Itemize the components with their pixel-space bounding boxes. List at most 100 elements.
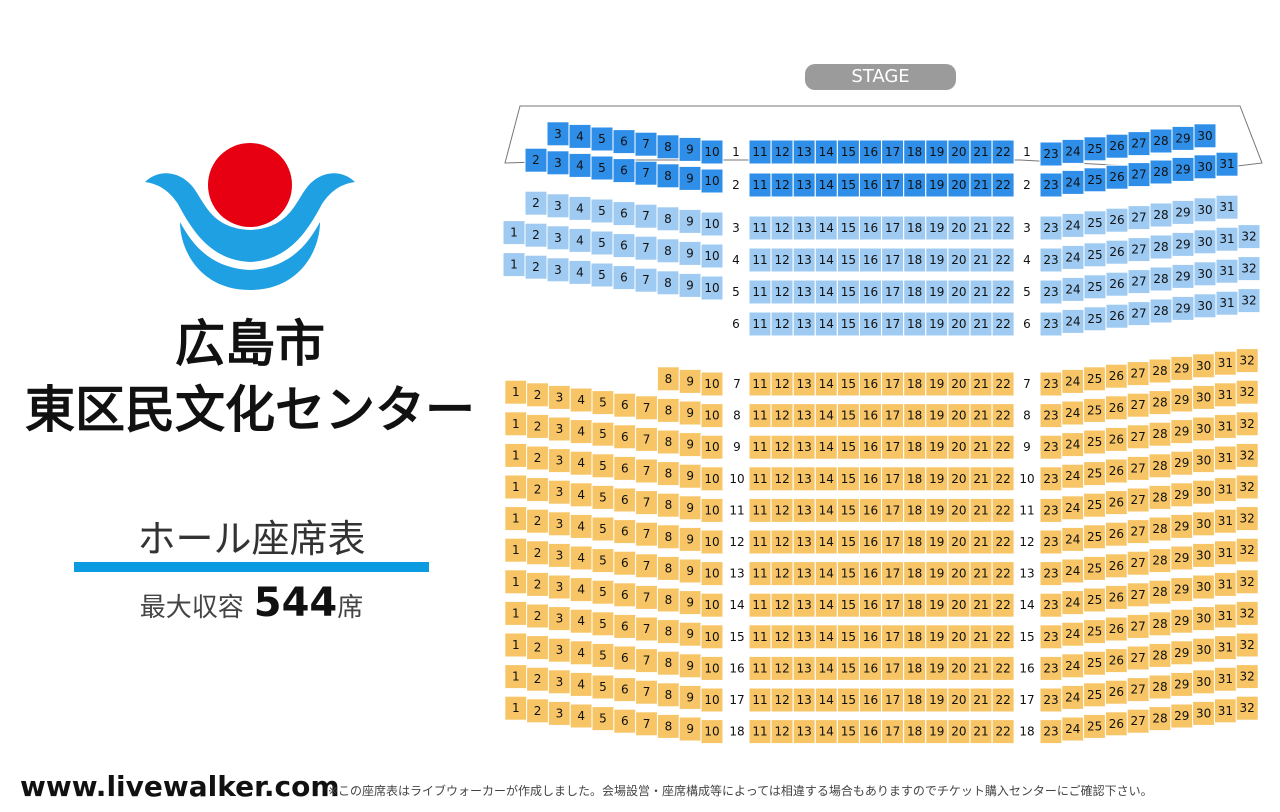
seat-9-27[interactable]: 27 <box>1126 424 1150 450</box>
seat-15-20[interactable]: 20 <box>947 624 971 650</box>
seat-15-8[interactable]: 8 <box>656 619 680 645</box>
seat-18-17[interactable]: 17 <box>881 719 905 745</box>
seat-14-23[interactable]: 23 <box>1039 592 1063 618</box>
seat-10-4[interactable]: 4 <box>569 450 593 476</box>
seat-13-10[interactable]: 10 <box>700 561 724 587</box>
seat-11-31[interactable]: 31 <box>1213 477 1237 503</box>
seat-7-26[interactable]: 26 <box>1104 363 1128 389</box>
seat-3-25[interactable]: 25 <box>1083 210 1107 236</box>
seat-15-31[interactable]: 31 <box>1213 603 1237 629</box>
seat-14-24[interactable]: 24 <box>1061 590 1085 616</box>
seat-2-9[interactable]: 9 <box>678 165 702 191</box>
seat-2-30[interactable]: 30 <box>1193 154 1217 180</box>
seat-18-26[interactable]: 26 <box>1104 711 1128 737</box>
seat-1-20[interactable]: 20 <box>947 139 971 165</box>
seat-10-2[interactable]: 2 <box>526 445 550 471</box>
seat-6-18[interactable]: 18 <box>903 311 927 337</box>
seat-2-16[interactable]: 16 <box>859 172 882 198</box>
seat-18-7[interactable]: 7 <box>635 711 659 737</box>
seat-14-4[interactable]: 4 <box>569 577 593 603</box>
seat-2-18[interactable]: 18 <box>903 172 927 198</box>
seat-17-10[interactable]: 10 <box>700 687 724 713</box>
seat-9-15[interactable]: 15 <box>836 434 860 460</box>
seat-17-4[interactable]: 4 <box>569 671 593 697</box>
seat-1-17[interactable]: 17 <box>881 139 905 165</box>
seat-11-19[interactable]: 19 <box>925 497 949 523</box>
seat-13-26[interactable]: 26 <box>1104 553 1128 579</box>
seat-13-3[interactable]: 3 <box>547 542 571 568</box>
seat-8-5[interactable]: 5 <box>591 390 615 416</box>
seat-10-27[interactable]: 27 <box>1126 455 1150 481</box>
seat-6-12[interactable]: 12 <box>770 311 794 337</box>
seat-18-25[interactable]: 25 <box>1083 713 1107 739</box>
seat-16-4[interactable]: 4 <box>569 640 593 666</box>
seat-12-10[interactable]: 10 <box>700 529 724 555</box>
seat-3-24[interactable]: 24 <box>1061 212 1085 238</box>
seat-1-21[interactable]: 21 <box>969 139 993 165</box>
seat-15-19[interactable]: 19 <box>925 624 949 650</box>
seat-1-14[interactable]: 14 <box>814 139 838 165</box>
seat-15-5[interactable]: 5 <box>591 611 615 637</box>
seat-14-13[interactable]: 13 <box>792 592 816 618</box>
seat-8-1[interactable]: 1 <box>504 379 528 405</box>
seat-17-30[interactable]: 30 <box>1192 669 1216 695</box>
seat-17-32[interactable]: 32 <box>1235 664 1259 690</box>
seat-7-10[interactable]: 10 <box>700 371 724 397</box>
seat-8-22[interactable]: 22 <box>991 403 1015 429</box>
seat-14-30[interactable]: 30 <box>1192 574 1216 600</box>
seat-7-15[interactable]: 15 <box>836 371 860 397</box>
seat-15-22[interactable]: 22 <box>991 624 1015 650</box>
seat-4-4[interactable]: 4 <box>568 227 592 253</box>
seat-7-11[interactable]: 11 <box>748 371 772 397</box>
website-link[interactable]: www.livewalker.com <box>20 770 340 803</box>
seat-11-18[interactable]: 18 <box>903 497 927 523</box>
seat-12-16[interactable]: 16 <box>859 529 882 555</box>
seat-6-14[interactable]: 14 <box>814 311 838 337</box>
seat-14-18[interactable]: 18 <box>903 592 927 618</box>
seat-3-12[interactable]: 12 <box>770 215 794 241</box>
seat-12-24[interactable]: 24 <box>1061 526 1085 552</box>
seat-9-22[interactable]: 22 <box>991 434 1015 460</box>
seat-10-24[interactable]: 24 <box>1061 463 1085 489</box>
seat-15-23[interactable]: 23 <box>1039 624 1063 650</box>
seat-8-18[interactable]: 18 <box>903 403 927 429</box>
seat-10-12[interactable]: 12 <box>770 466 794 492</box>
seat-10-8[interactable]: 8 <box>656 461 680 487</box>
seat-1-25[interactable]: 25 <box>1083 136 1107 162</box>
seat-16-11[interactable]: 11 <box>748 655 772 681</box>
seat-3-29[interactable]: 29 <box>1171 199 1195 225</box>
seat-10-13[interactable]: 13 <box>792 466 816 492</box>
seat-16-28[interactable]: 28 <box>1148 642 1172 668</box>
seat-4-23[interactable]: 23 <box>1039 247 1063 273</box>
seat-4-24[interactable]: 24 <box>1061 244 1085 270</box>
seat-3-14[interactable]: 14 <box>814 215 838 241</box>
seat-9-13[interactable]: 13 <box>792 434 816 460</box>
seat-18-18[interactable]: 18 <box>903 719 927 745</box>
seat-14-5[interactable]: 5 <box>591 579 615 605</box>
seat-6-23[interactable]: 23 <box>1039 311 1063 337</box>
seat-11-9[interactable]: 9 <box>678 495 702 521</box>
seat-13-20[interactable]: 20 <box>947 561 971 587</box>
seat-3-16[interactable]: 16 <box>859 215 882 241</box>
seat-8-6[interactable]: 6 <box>613 392 637 418</box>
seat-16-32[interactable]: 32 <box>1235 632 1259 658</box>
seat-5-1[interactable]: 1 <box>502 252 526 278</box>
seat-6-32[interactable]: 32 <box>1237 288 1261 314</box>
seat-12-23[interactable]: 23 <box>1039 529 1063 555</box>
seat-8-12[interactable]: 12 <box>770 403 794 429</box>
seat-5-4[interactable]: 4 <box>568 259 592 285</box>
seat-4-32[interactable]: 32 <box>1237 224 1261 250</box>
seat-8-19[interactable]: 19 <box>925 403 949 429</box>
seat-13-13[interactable]: 13 <box>792 561 816 587</box>
seat-14-10[interactable]: 10 <box>700 592 724 618</box>
seat-5-18[interactable]: 18 <box>903 279 927 305</box>
seat-13-19[interactable]: 19 <box>925 561 949 587</box>
seat-10-21[interactable]: 21 <box>969 466 993 492</box>
seat-8-15[interactable]: 15 <box>836 403 860 429</box>
seat-8-20[interactable]: 20 <box>947 403 971 429</box>
seat-1-18[interactable]: 18 <box>903 139 927 165</box>
seat-13-28[interactable]: 28 <box>1148 548 1172 574</box>
seat-4-6[interactable]: 6 <box>612 233 636 259</box>
seat-2-20[interactable]: 20 <box>947 172 971 198</box>
seat-9-30[interactable]: 30 <box>1192 416 1216 442</box>
